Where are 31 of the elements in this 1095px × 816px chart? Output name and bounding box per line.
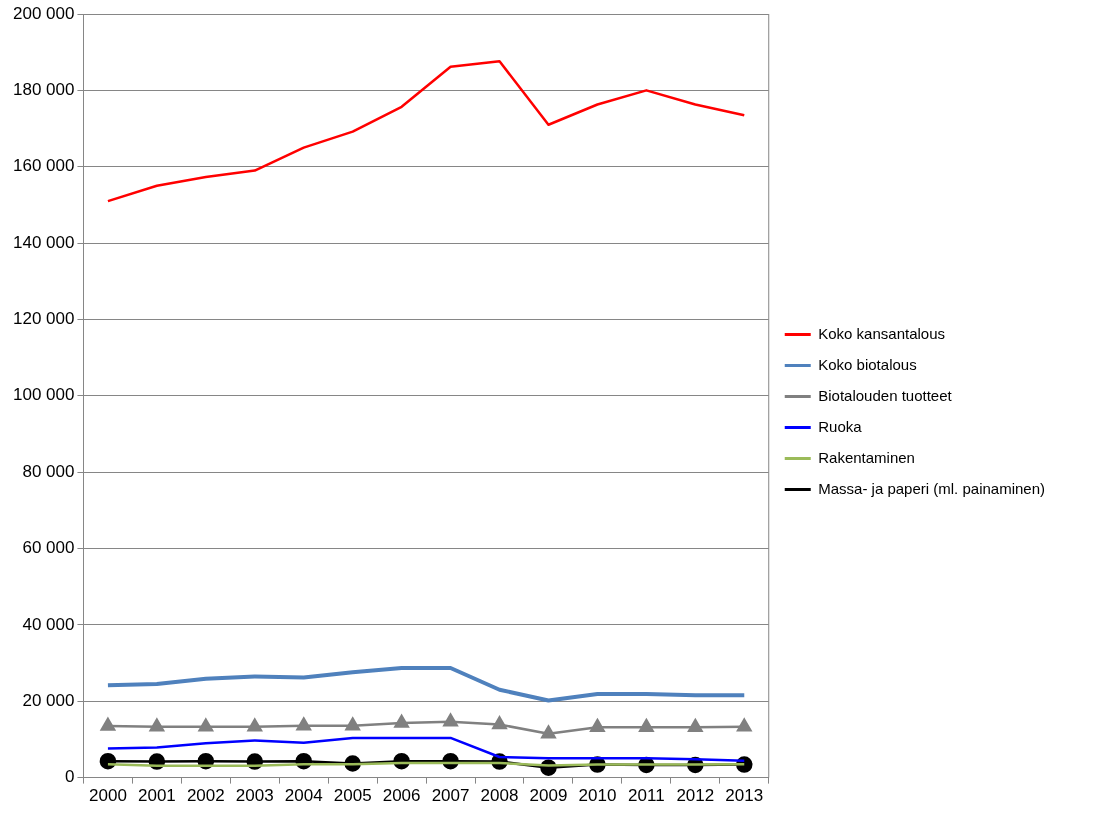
x-tick-label: 2006: [382, 786, 421, 806]
y-tick-label: 20 000: [22, 690, 75, 710]
legend-label: Rakentaminen: [818, 448, 915, 466]
y-tick-label: 80 000: [22, 461, 75, 481]
x-tick-label: 2004: [284, 786, 323, 806]
legend-label: Biotalouden tuotteet: [818, 386, 953, 404]
x-tick-label: 2011: [628, 786, 665, 806]
x-tick-label: 2005: [333, 786, 372, 806]
x-tick-label: 2012: [676, 786, 715, 806]
x-tick-label: 2010: [578, 786, 617, 806]
y-tick-label: 180 000: [13, 80, 75, 100]
x-tick-label: 2013: [725, 786, 764, 806]
x-tick-label: 2001: [137, 786, 176, 806]
legend-label: Koko biotalous: [818, 355, 917, 373]
y-tick-label: 60 000: [22, 538, 75, 558]
x-tick-label: 2009: [529, 786, 568, 806]
y-tick-label: 40 000: [22, 614, 75, 634]
legend-label: Ruoka: [818, 417, 863, 435]
x-tick-label: 2007: [431, 786, 470, 806]
x-tick-label: 2008: [480, 786, 519, 806]
legend-label: Massa- ja paperi (ml. painaminen): [818, 479, 1046, 497]
x-tick-label: 2000: [89, 786, 127, 806]
y-tick-label: 140 000: [13, 232, 75, 252]
x-tick-label: 2003: [235, 786, 274, 806]
y-tick-label: 120 000: [13, 309, 75, 329]
x-tick-label: 2002: [186, 786, 225, 806]
y-tick-label: 200 000: [13, 3, 75, 23]
y-tick-label: 100 000: [13, 385, 75, 405]
y-tick-label: 0: [64, 767, 75, 787]
y-tick-label: 160 000: [13, 156, 75, 176]
legend-label: Koko kansantalous: [818, 324, 946, 342]
